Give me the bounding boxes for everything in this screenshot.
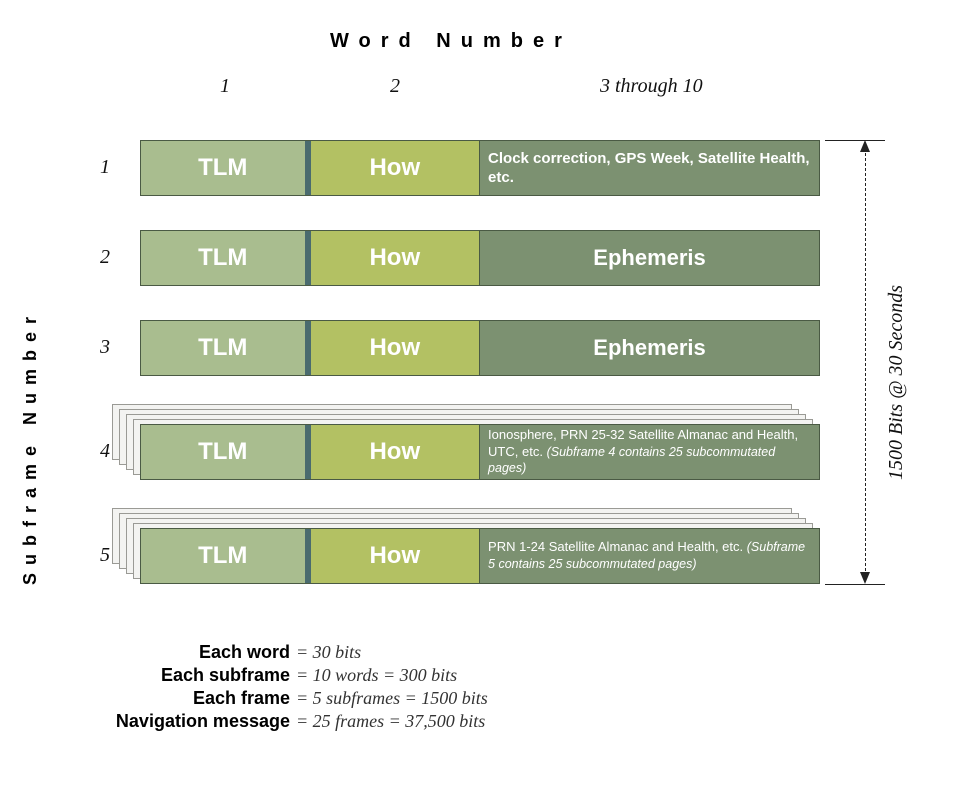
row-label-5: 5 [90,544,110,567]
tlm-word: TLM [141,321,311,375]
tlm-word: TLM [141,231,311,285]
legend-lhs: Each word [60,642,296,663]
legend: Each word = 30 bitsEach subframe = 10 wo… [60,640,488,734]
row-label-4: 4 [90,440,110,463]
legend-rhs: = 30 bits [296,642,361,663]
word-number-title: Word Number [330,30,572,53]
data-words: PRN 1-24 Satellite Almanac and Health, e… [480,529,819,583]
how-word: How [311,529,481,583]
row-label-2: 2 [90,246,110,269]
row-label-3: 3 [90,336,110,359]
dim-cap [825,584,885,585]
legend-row: Each frame = 5 subframes = 1500 bits [60,688,488,709]
tlm-word: TLM [141,141,311,195]
col-label-3: 3 through 10 [600,75,703,98]
how-word: How [311,231,481,285]
legend-lhs: Each subframe [60,665,296,686]
subframe-number-title: Subframe Number [20,155,41,585]
row-label-1: 1 [90,156,110,179]
subframe-bar-1: TLMHowClock correction, GPS Week, Satell… [140,140,820,196]
col-label-2: 2 [390,75,400,98]
how-word: How [311,425,481,479]
tlm-word: TLM [141,529,311,583]
how-word: How [311,321,481,375]
subframe-bar-4: TLMHowIonosphere, PRN 25-32 Satellite Al… [140,424,820,480]
legend-row: Each subframe = 10 words = 300 bits [60,665,488,686]
dim-label: 1500 Bits @ 30 Seconds [885,220,908,480]
data-words: Ionosphere, PRN 25-32 Satellite Almanac … [480,425,819,479]
dim-line [865,148,866,576]
data-words: Ephemeris [480,231,819,285]
how-word: How [311,141,481,195]
legend-rhs: = 25 frames = 37,500 bits [296,711,485,732]
subframe-bar-2: TLMHowEphemeris [140,230,820,286]
dim-cap [825,140,885,141]
data-note: (Subframe 5 contains 25 subcommutated pa… [488,540,805,571]
data-words: Ephemeris [480,321,819,375]
legend-row: Each word = 30 bits [60,642,488,663]
legend-lhs: Navigation message [60,711,296,732]
col-label-1: 1 [220,75,230,98]
legend-rhs: = 10 words = 300 bits [296,665,457,686]
subframe-bar-5: TLMHowPRN 1-24 Satellite Almanac and Hea… [140,528,820,584]
data-words: Clock correction, GPS Week, Satellite He… [480,141,819,195]
subframe-bar-3: TLMHowEphemeris [140,320,820,376]
arrow-down-icon [860,572,870,584]
arrow-up-icon [860,140,870,152]
legend-lhs: Each frame [60,688,296,709]
tlm-word: TLM [141,425,311,479]
data-note: (Subframe 4 contains 25 subcommutated pa… [488,445,775,476]
legend-row: Navigation message = 25 frames = 37,500 … [60,711,488,732]
legend-rhs: = 5 subframes = 1500 bits [296,688,488,709]
diagram-canvas: Word Number 1 2 3 through 10 Subframe Number… [20,20,949,766]
